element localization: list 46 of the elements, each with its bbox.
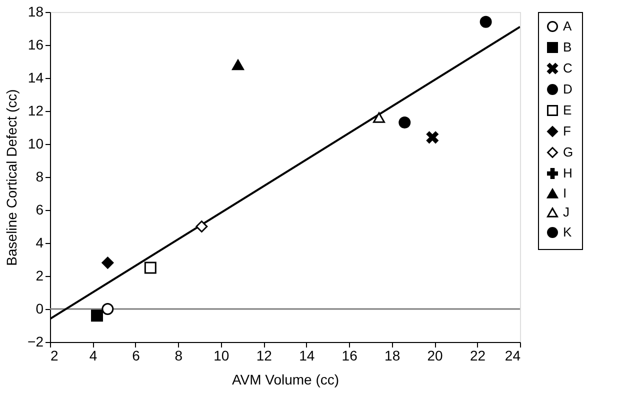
legend-label: C [563,60,572,76]
legend-label: K [563,224,572,240]
point [102,303,114,315]
x-tick-label: 22 [470,348,486,364]
x-tick-label: 4 [89,348,98,364]
legend-label: A [563,18,572,34]
x-tick-label: 12 [256,348,272,364]
legend-label: B [563,40,572,54]
point [373,112,385,123]
x-tick-label: 20 [427,348,444,364]
x-tick-label: 18 [384,348,400,364]
legend-label: G [563,144,574,160]
point [398,116,411,129]
y-tick-label: 2 [36,268,44,284]
point [426,131,438,144]
y-tick-label: 4 [36,234,44,250]
legend-label: D [563,82,572,96]
x-tick-label: 10 [214,348,230,364]
x-tick-label: 8 [174,348,183,364]
y-tick-label: 16 [28,36,44,52]
point [91,310,103,322]
legend-label: I [563,186,567,200]
x-tick-label: 14 [299,348,315,364]
x-tick-label: 6 [132,348,140,364]
y-tick-label: −2 [28,334,44,350]
legend-label: E [563,102,572,118]
y-tick-label: 0 [36,300,44,316]
legend-label: J [563,204,570,220]
point [232,60,244,70]
y-tick-label: 6 [36,202,44,218]
y-tick-label: 14 [28,70,44,86]
y-tick-label: 18 [28,4,44,20]
point [196,220,208,232]
x-tick-label: 24 [504,348,521,364]
x-tick-label: 16 [342,348,358,364]
legend-label: F [563,124,571,138]
point [144,262,156,274]
y-tick-label: 8 [36,168,44,184]
x-axis-title: AVM Volume (cc) [232,372,340,388]
x-tick-label: 2 [50,348,58,364]
point [102,256,114,269]
y-tick-label: 12 [28,102,44,118]
y-axis-title: Baseline Cortical Defect (cc) [4,89,20,266]
legend-label: H [563,166,572,180]
point [480,16,492,28]
y-tick-label: 10 [28,136,44,152]
